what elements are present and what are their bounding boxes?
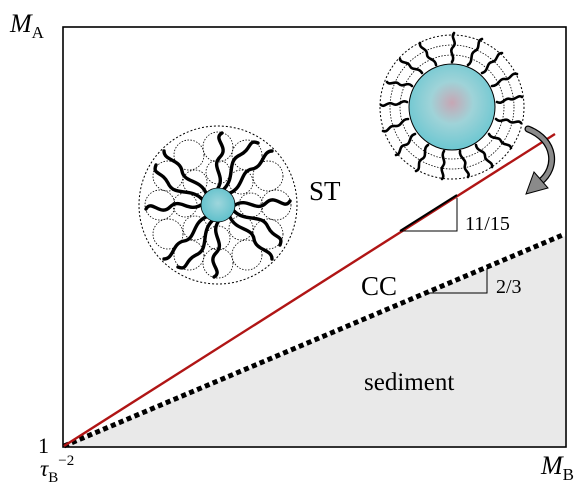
sediment-region bbox=[64, 236, 565, 446]
origin-x-tick: τB−2 bbox=[40, 453, 74, 486]
st-slope-triangle-edge bbox=[399, 194, 458, 232]
st-slope-label: 11/15 bbox=[465, 213, 510, 235]
star-micelle-icon bbox=[138, 125, 298, 285]
st-region-label: ST bbox=[309, 176, 341, 206]
st-boundary-line bbox=[63, 132, 556, 448]
curved-arrow-icon bbox=[524, 125, 556, 195]
cc-boundary-line bbox=[63, 231, 566, 449]
cc-region-label: CC bbox=[361, 271, 397, 301]
crew-cut-micelle-icon bbox=[379, 31, 525, 181]
origin-y-tick: 1 bbox=[38, 433, 49, 458]
y-axis-label: MA bbox=[9, 9, 45, 42]
sediment-region-label: sediment bbox=[364, 369, 454, 396]
cc-slope-triangle bbox=[428, 268, 488, 294]
x-axis-label: MB bbox=[540, 451, 574, 484]
plot-frame bbox=[62, 26, 567, 448]
cc-slope-label: 2/3 bbox=[496, 276, 522, 298]
st-slope-triangle bbox=[400, 198, 458, 232]
